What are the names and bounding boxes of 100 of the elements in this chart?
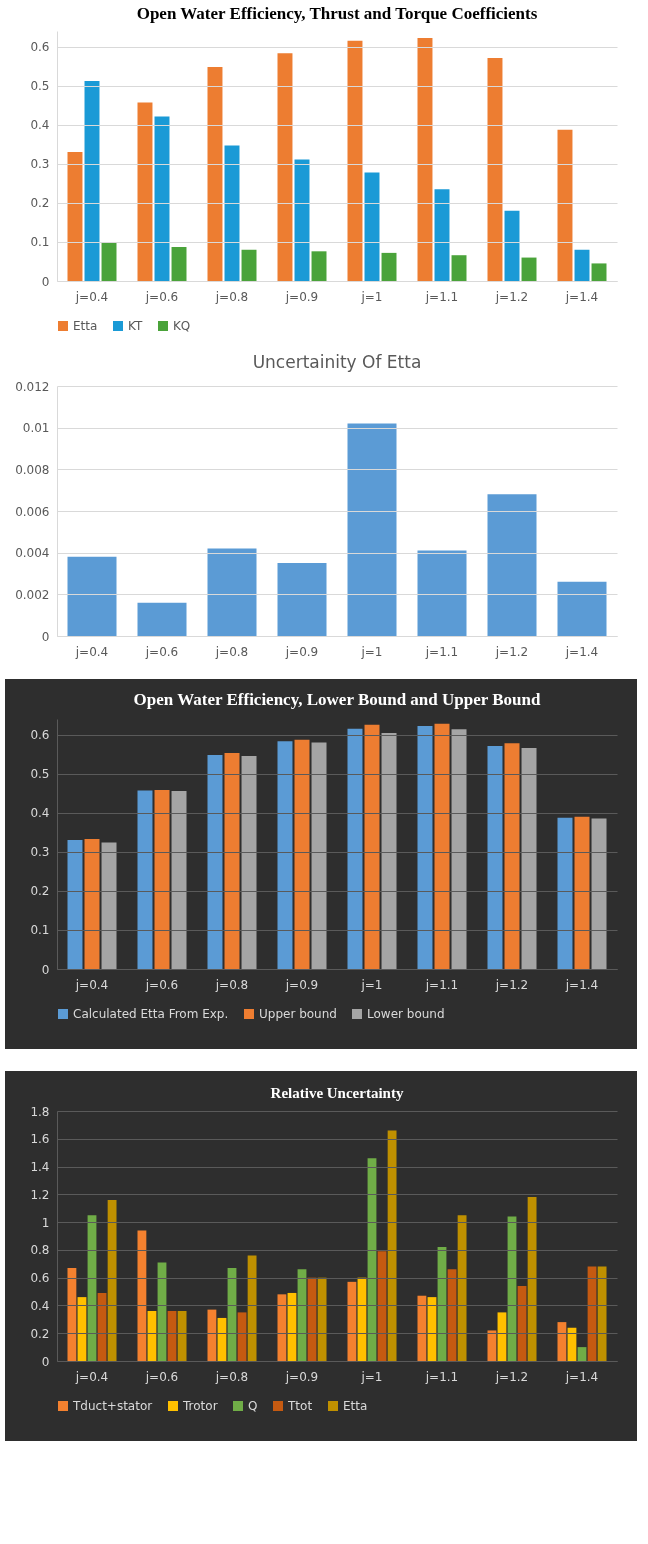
- bar: [591, 818, 607, 969]
- bar: [487, 494, 537, 636]
- y-tick-label: 0.4: [30, 1298, 50, 1313]
- bar: [241, 249, 257, 281]
- bar: [597, 1266, 607, 1361]
- y-tick-label: 0.012: [15, 379, 50, 394]
- x-tick-label: j=1.1: [424, 289, 459, 304]
- y-tick-label: 0.1: [30, 235, 50, 250]
- x-tick-label: j=0.9: [284, 977, 319, 992]
- y-tick-label: 0.2: [30, 1326, 50, 1341]
- y-tick-label: 0.2: [30, 884, 50, 899]
- x-tick-label: j=1: [360, 644, 383, 659]
- x-tick-label: j=1.4: [564, 644, 599, 659]
- bar: [574, 249, 590, 281]
- bar: [591, 263, 607, 281]
- x-tick-label: j=1.1: [424, 644, 459, 659]
- bar: [347, 423, 397, 636]
- y-tick-label: 1.2: [30, 1187, 50, 1202]
- x-tick-label: j=1.1: [424, 1369, 459, 1384]
- bar: [247, 1255, 257, 1361]
- x-tick-label: j=1: [360, 977, 383, 992]
- y-tick-label: 1.6: [30, 1132, 50, 1147]
- x-tick-label: j=1.2: [494, 644, 529, 659]
- y-tick-label: 0.4: [30, 806, 50, 821]
- x-tick-label: j=0.6: [144, 977, 179, 992]
- bar: [241, 756, 257, 969]
- bar: [137, 790, 153, 969]
- bar: [387, 1130, 397, 1361]
- x-tick-label: j=0.4: [74, 1369, 109, 1384]
- y-tick-label: 0.2: [30, 196, 50, 211]
- bar: [417, 550, 467, 636]
- bar: [311, 742, 327, 969]
- bar: [504, 210, 520, 281]
- bar: [364, 172, 380, 281]
- bar: [317, 1277, 327, 1361]
- y-tick-label: 0.1: [30, 923, 50, 938]
- bar: [434, 723, 450, 969]
- x-tick-label: j=0.9: [284, 1369, 319, 1384]
- y-tick-label: 0.6: [30, 40, 50, 55]
- bar: [451, 255, 467, 281]
- y-tick-label: 0: [41, 1354, 50, 1369]
- legend-label: KT: [128, 319, 143, 333]
- bar: [101, 842, 117, 969]
- y-tick-label: 0: [41, 274, 50, 289]
- bar: [84, 838, 100, 969]
- y-tick-label: 0.008: [15, 462, 50, 477]
- bar: [294, 739, 310, 969]
- bar: [171, 247, 187, 281]
- x-tick-label: j=0.8: [214, 1369, 249, 1384]
- x-tick-label: j=0.6: [144, 1369, 179, 1384]
- chart-title: Open Water Efficiency, Thrust and Torque Coefficients: [136, 4, 538, 23]
- bar: [84, 81, 100, 281]
- y-tick-label: 0.004: [15, 546, 50, 561]
- bar: [171, 790, 187, 969]
- bar: [527, 1197, 537, 1361]
- x-tick-label: j=0.8: [214, 644, 249, 659]
- y-tick-label: 0.002: [15, 587, 50, 602]
- chart-title: Relative Uncertainty: [270, 1085, 404, 1101]
- x-tick-label: j=1.2: [494, 977, 529, 992]
- legend-label: Tduct+stator: [72, 1399, 153, 1413]
- y-tick-label: 0.3: [30, 157, 50, 172]
- bar: [277, 563, 327, 636]
- bar: [137, 602, 187, 636]
- chart-title: Uncertainity Of Etta: [252, 352, 422, 372]
- bar: [107, 1199, 117, 1361]
- bar: [434, 189, 450, 281]
- legend-label: Trotor: [182, 1399, 218, 1413]
- bar: [154, 116, 170, 281]
- legend-label: Etta: [73, 319, 98, 333]
- bar: [417, 38, 433, 281]
- legend-label: Lower bound: [367, 1007, 445, 1021]
- legend-label: KQ: [173, 319, 191, 333]
- y-tick-label: 0.006: [15, 504, 50, 519]
- x-tick-label: j=1.1: [424, 977, 459, 992]
- bar: [451, 729, 467, 969]
- y-tick-label: 0.01: [22, 421, 50, 436]
- x-tick-label: j=0.4: [74, 977, 109, 992]
- legend-label: Calculated Etta From Exp.: [73, 1007, 229, 1021]
- x-tick-label: j=0.8: [214, 289, 249, 304]
- y-tick-label: 0.6: [30, 728, 50, 743]
- x-tick-label: j=0.4: [74, 644, 109, 659]
- bar: [577, 1347, 587, 1361]
- y-tick-label: 1: [41, 1215, 50, 1230]
- y-tick-label: 0.8: [30, 1243, 50, 1258]
- y-tick-label: 0.6: [30, 1271, 50, 1286]
- bar: [277, 741, 293, 969]
- bar: [381, 733, 397, 969]
- y-tick-label: 0.4: [30, 118, 50, 133]
- bar: [207, 754, 223, 969]
- bar: [557, 817, 573, 969]
- legend-label: Ttot: [287, 1399, 313, 1413]
- bar: [347, 728, 363, 969]
- x-tick-label: j=0.8: [214, 977, 249, 992]
- legend-label: Q: [248, 1399, 258, 1413]
- bar: [177, 1311, 187, 1361]
- bar: [224, 145, 240, 281]
- y-tick-label: 0.3: [30, 845, 50, 860]
- y-tick-label: 0: [41, 629, 50, 644]
- x-tick-label: j=1.4: [564, 977, 599, 992]
- x-tick-label: j=1: [360, 289, 383, 304]
